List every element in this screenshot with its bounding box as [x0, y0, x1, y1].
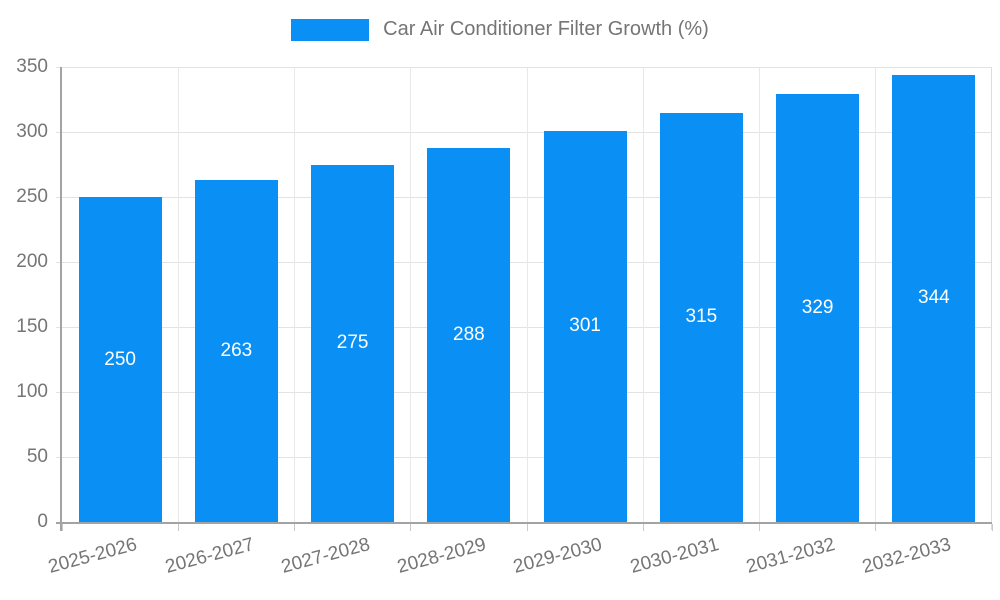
x-axis-line [56, 522, 992, 524]
y-axis-tick-label: 300 [16, 121, 48, 142]
y-axis-tick-label: 350 [16, 56, 48, 77]
y-axis-tick-label: 100 [16, 381, 48, 402]
gridline-horizontal [56, 131, 991, 133]
gridline-vertical [294, 67, 295, 522]
x-axis-category-label: 2028-2029 [395, 534, 489, 578]
legend-swatch[interactable] [291, 18, 370, 41]
bar-value-label: 315 [685, 306, 718, 328]
gridline-vertical [410, 67, 412, 522]
x-axis-tick [294, 524, 295, 531]
bar-value-label: 288 [453, 323, 485, 345]
bar[interactable] [776, 94, 860, 522]
x-axis-category-label: 2030-2031 [627, 534, 721, 578]
x-axis-tick [410, 524, 412, 531]
x-axis-tick [177, 524, 179, 531]
x-axis-tick [642, 524, 644, 531]
y-axis-tick-label: 0 [37, 511, 48, 532]
gridline-vertical [759, 67, 760, 522]
plot-right-border [991, 67, 992, 530]
bar-value-label: 275 [336, 332, 369, 354]
gridline-vertical [526, 67, 528, 522]
bar[interactable] [892, 74, 976, 522]
x-axis-tick [875, 524, 877, 531]
bar-value-label: 263 [220, 340, 253, 362]
x-axis-category-label: 2027-2028 [278, 534, 373, 578]
x-axis-tick [759, 524, 760, 531]
x-axis-category-label: 2025-2026 [46, 534, 140, 578]
y-axis-tick-label: 150 [16, 316, 48, 337]
gridline-horizontal [56, 456, 991, 458]
y-axis-line [60, 67, 62, 531]
y-axis-tick-label: 250 [16, 186, 48, 207]
gridline-vertical [642, 67, 644, 522]
x-axis-tick [991, 524, 993, 531]
y-axis-tick-label: 50 [26, 446, 48, 467]
gridline-horizontal [56, 261, 991, 263]
bar[interactable] [427, 147, 511, 522]
y-axis-tick-label: 200 [16, 251, 48, 272]
gridline-vertical [875, 67, 877, 522]
x-axis-tick [61, 524, 63, 531]
x-axis-category-label: 2031-2032 [743, 534, 838, 578]
gridline-horizontal [56, 66, 991, 68]
gridline-horizontal [56, 196, 991, 198]
legend-label[interactable]: Car Air Conditioner Filter Growth (%) [383, 18, 709, 40]
gridline-vertical [177, 67, 179, 522]
x-axis-category-label: 2029-2030 [511, 534, 605, 578]
bar[interactable] [543, 130, 627, 522]
gridline-horizontal [56, 391, 991, 393]
legend: Car Air Conditioner Filter Growth (%) [0, 18, 1000, 41]
bar-value-label: 250 [104, 348, 136, 370]
bar-value-label: 329 [801, 297, 834, 319]
bar[interactable] [78, 197, 162, 522]
x-axis-category-label: 2026-2027 [162, 534, 256, 578]
x-axis-category-label: 2032-2033 [860, 534, 954, 578]
gridline-horizontal [56, 326, 991, 328]
bar[interactable] [311, 164, 395, 522]
bar-value-label: 301 [569, 315, 601, 337]
bar[interactable] [194, 180, 278, 522]
bar-value-label: 344 [918, 287, 950, 309]
x-axis-tick [526, 524, 528, 531]
bar[interactable] [659, 112, 743, 522]
